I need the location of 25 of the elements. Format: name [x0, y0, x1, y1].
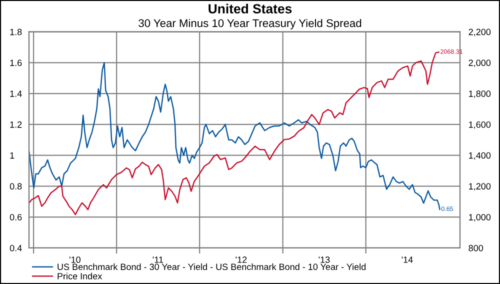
- y-tick-label: 0.6: [10, 214, 22, 220]
- y-tick-label: 1.6: [10, 60, 22, 66]
- y-tick-label: 0.4: [10, 244, 22, 252]
- y2-tick-label: 1,400: [469, 152, 491, 160]
- x-tick-label: '11: [152, 256, 164, 263]
- y2-tick-label: 800: [468, 244, 484, 252]
- x-tick-label: '14: [402, 256, 413, 263]
- y2-tick-label: 2,000: [468, 60, 491, 68]
- x-tick-label: '10: [70, 256, 80, 263]
- legend-label: US Benchmark Bond - 30 Year - Yield - US Benchmark Bond - 10 Year - Yield: [58, 263, 366, 270]
- x-tick-label: '12: [236, 256, 247, 263]
- y-tick-label: 0.8: [10, 183, 22, 190]
- chart-title: United States: [208, 4, 292, 14]
- y2-tick-label: 1,600: [469, 121, 491, 129]
- x-tick-label: '13: [318, 256, 330, 263]
- y-tick-label: 1.4: [10, 90, 22, 97]
- y-tick-label: 1.2: [10, 121, 22, 128]
- y2-tick-label: 1,200: [469, 183, 491, 191]
- y2-tick-label: 1,800: [469, 90, 491, 98]
- y2-tick-label: 1,000: [469, 214, 491, 222]
- y-tick-label: 1: [10, 152, 14, 159]
- legend-label: Price Index: [58, 272, 102, 280]
- y-tick-label: 1.8: [10, 28, 22, 36]
- y2-tick-label: 2,200: [468, 28, 491, 36]
- chart-subtitle: 30 Year Minus 10 Year Treasury Yield Spread: [138, 18, 362, 30]
